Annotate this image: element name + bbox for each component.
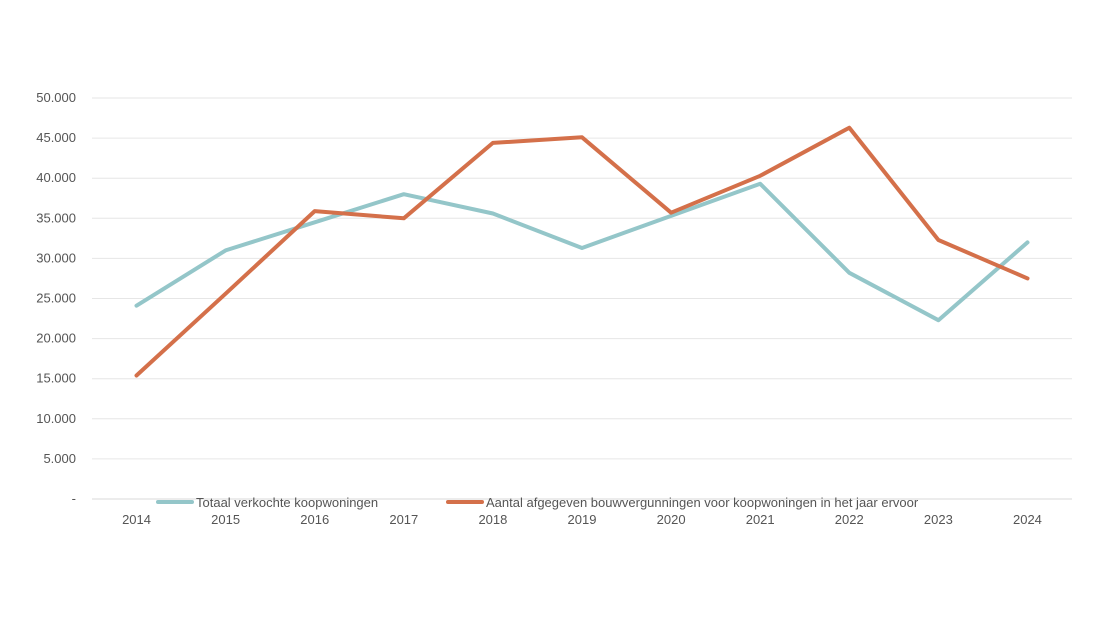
x-tick-label: 2015: [211, 512, 240, 527]
y-tick-label: 40.000: [36, 170, 76, 185]
series-lines: [134, 125, 1030, 378]
x-tick-label: 2018: [478, 512, 507, 527]
x-tick-label: 2024: [1013, 512, 1042, 527]
x-axis-tick-labels: 2014 2015 2016 2017 2018 2019 2020 2021 2022 2023…: [122, 512, 1042, 527]
y-tick-label: 15.000: [36, 371, 76, 386]
y-tick-label: 30.000: [36, 250, 76, 265]
y-axis-tick-labels: - 5.000 10.000 15.000 20.000 25.000 30.000 35.0…: [36, 90, 76, 506]
x-tick-label: 2014: [122, 512, 151, 527]
legend-label: Aantal afgegeven bouwvergunningen voor k…: [486, 495, 919, 510]
x-tick-label: 2020: [657, 512, 686, 527]
gridlines: [92, 97, 1072, 500]
legend-label: Totaal verkochte koopwoningen: [196, 495, 378, 510]
x-tick-label: 2016: [300, 512, 329, 527]
x-tick-label: 2017: [389, 512, 418, 527]
x-tick-label: 2021: [746, 512, 775, 527]
y-tick-label: 50.000: [36, 90, 76, 105]
y-tick-label: 10.000: [36, 411, 76, 426]
y-tick-label: 20.000: [36, 331, 76, 346]
y-tick-label: -: [72, 491, 76, 506]
x-tick-label: 2022: [835, 512, 864, 527]
y-tick-label: 45.000: [36, 130, 76, 145]
legend: Totaal verkochte koopwoningen Aantal afge…: [156, 495, 919, 510]
x-tick-label: 2023: [924, 512, 953, 527]
y-tick-label: 5.000: [43, 451, 76, 466]
y-tick-label: 25.000: [36, 291, 76, 306]
y-tick-label: 35.000: [36, 210, 76, 225]
x-tick-label: 2019: [568, 512, 597, 527]
